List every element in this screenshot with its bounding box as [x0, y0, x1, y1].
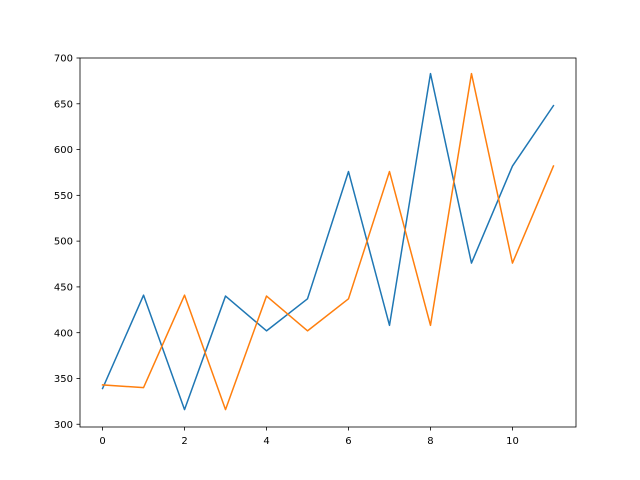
y-tick-label: 300 — [54, 420, 73, 431]
y-tick-label: 600 — [54, 145, 73, 156]
y-tick-label: 500 — [54, 237, 73, 248]
x-tick-label: 0 — [99, 436, 105, 447]
x-tick-label: 6 — [345, 436, 351, 447]
series-layer — [101, 72, 555, 411]
x-tick-label: 2 — [181, 436, 187, 447]
series-line-1 — [101, 72, 555, 411]
plot-frame — [79, 57, 577, 428]
y-axis: 300 350 400 450 500 550 600 650 700 — [54, 54, 80, 431]
x-tick-label: 10 — [506, 436, 519, 447]
y-tick-label: 450 — [54, 283, 73, 294]
x-tick-label: 4 — [263, 436, 269, 447]
y-tick-label: 700 — [54, 54, 73, 65]
series-line-2 — [101, 72, 555, 411]
y-tick-label: 650 — [54, 99, 73, 110]
y-tick-label: 400 — [54, 328, 73, 339]
x-tick-label: 8 — [427, 436, 433, 447]
x-axis: 0 2 4 6 8 10 — [99, 427, 519, 447]
y-tick-label: 350 — [54, 374, 73, 385]
y-tick-label: 550 — [54, 191, 73, 202]
